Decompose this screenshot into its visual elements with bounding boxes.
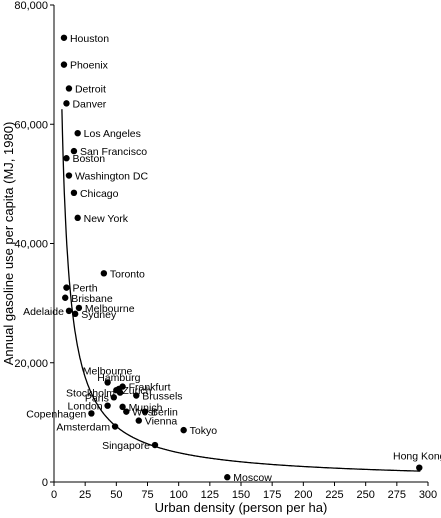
x-tick-label: 75 <box>141 489 153 501</box>
data-point <box>133 392 139 398</box>
data-point <box>88 410 94 416</box>
data-point <box>101 270 107 276</box>
data-point <box>63 284 69 290</box>
y-tick-label: 20,000 <box>14 358 48 370</box>
data-point <box>71 190 77 196</box>
data-point <box>224 474 230 480</box>
data-point <box>74 130 80 136</box>
point-label: Chicago <box>80 188 119 200</box>
x-ticks: 0 25 50 75 100 125 150 175 200 225 250 275 300 <box>51 482 437 501</box>
x-tick-label: 225 <box>325 489 343 501</box>
data-point <box>63 100 69 106</box>
point-label: Brussels <box>142 391 182 403</box>
point-label: Moscow <box>233 472 272 484</box>
point-label: Los Angeles <box>84 128 141 140</box>
data-point <box>61 61 67 67</box>
point-label: Phoenix <box>70 60 109 72</box>
point-label: Houston <box>70 33 109 45</box>
x-tick-label: 275 <box>388 489 406 501</box>
fit-curve <box>62 109 420 471</box>
data-point <box>61 35 67 41</box>
axes <box>54 5 428 482</box>
x-axis-title: Urban density (person per ha) <box>155 500 328 515</box>
data-point <box>66 308 72 314</box>
y-tick-label: 60,000 <box>14 119 48 131</box>
data-point <box>180 427 186 433</box>
data-point <box>104 402 110 408</box>
data-point <box>66 85 72 91</box>
point-label: Vienna <box>145 416 178 428</box>
point-label: Copenhagen <box>26 408 86 420</box>
y-axis-title: Annual gasoline use per capita (MJ, 1980… <box>1 122 16 366</box>
data-point <box>416 464 422 470</box>
point-label: Tokyo <box>190 425 218 437</box>
data-point <box>62 295 68 301</box>
point-label: Washington DC <box>75 171 149 183</box>
x-tick-label: 300 <box>419 489 437 501</box>
point-label: Singapore <box>102 440 150 452</box>
data-point <box>74 215 80 221</box>
point-label: Danver <box>72 98 106 110</box>
data-point <box>112 423 118 429</box>
data-point <box>66 172 72 178</box>
data-point <box>152 442 158 448</box>
x-tick-label: 25 <box>79 489 91 501</box>
point-label: Sydney <box>81 309 117 321</box>
data-point <box>117 389 123 395</box>
data-point <box>111 394 117 400</box>
y-tick-label: 0 <box>42 477 48 489</box>
point-label: Toronto <box>110 268 145 280</box>
data-point <box>72 311 78 317</box>
data-point <box>142 408 148 414</box>
point-label: New York <box>84 213 129 225</box>
x-tick-label: 250 <box>356 489 374 501</box>
data-point <box>123 408 129 414</box>
y-tick-label: 80,000 <box>14 0 48 12</box>
x-tick-label: 0 <box>51 489 57 501</box>
point-label: Adelaide <box>23 306 64 318</box>
point-label: Amsterdam <box>56 422 110 434</box>
point-label: Detroit <box>75 83 106 95</box>
point-label: Hong Kong <box>393 451 441 463</box>
data-point <box>63 155 69 161</box>
point-label: Boston <box>72 153 105 165</box>
data-point <box>136 417 142 423</box>
y-tick-label: 40,000 <box>14 239 48 251</box>
x-tick-label: 50 <box>110 489 122 501</box>
